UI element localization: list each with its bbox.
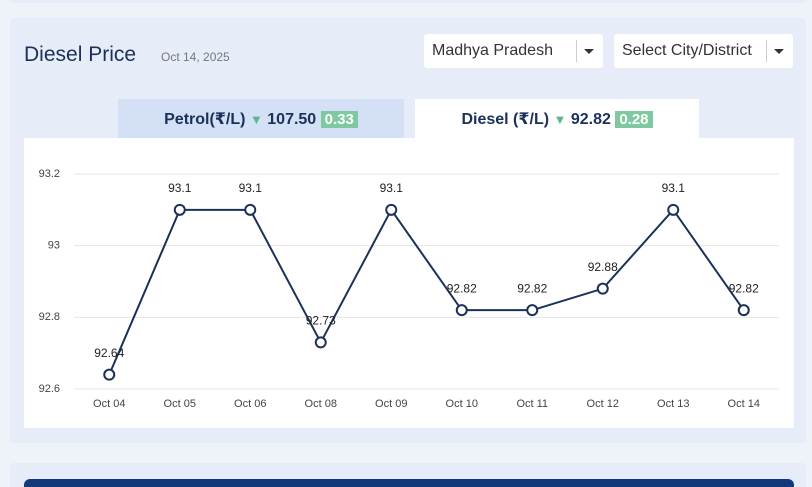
- point: [737, 304, 750, 317]
- top-card: [10, 0, 806, 3]
- page-title: Diesel Price: [24, 43, 137, 66]
- y-tick-label: 92.8: [39, 311, 60, 323]
- x-tick-label: Oct 14: [728, 398, 760, 410]
- data-label: 93.1: [380, 181, 404, 195]
- city-select-text: Select City/District: [622, 42, 752, 59]
- x-tick-label: Oct 13: [657, 398, 689, 410]
- tab-label: Diesel (₹/L): [461, 111, 550, 128]
- point: [385, 203, 398, 216]
- point: [455, 304, 468, 317]
- chart: 92.6 92.8 93 93.2 Oct 04 Oct 05 Oct 06 Oct 08 Oc…: [24, 138, 794, 428]
- caret: [584, 49, 594, 54]
- point: [173, 203, 186, 216]
- data-label: 93.1: [239, 181, 263, 195]
- y-tick-label: 93.2: [39, 168, 60, 180]
- divider: [576, 40, 577, 62]
- data-label: 92.64: [94, 346, 124, 360]
- diesel-tab[interactable]: Diesel (₹/L) ▼ 92.82 0.28: [415, 99, 699, 139]
- data-label: 92.82: [517, 281, 547, 295]
- x-tick-label: Oct 09: [375, 398, 407, 410]
- data-label: 92.73: [306, 314, 336, 328]
- tab-price: 107.50: [267, 111, 317, 128]
- x-tick-label: Oct 04: [93, 398, 125, 410]
- data-label: 92.82: [729, 281, 759, 295]
- divider: [766, 40, 767, 62]
- y-tick-label: 93: [48, 240, 60, 252]
- x-tick-label: Oct 05: [164, 398, 196, 410]
- point: [103, 368, 116, 381]
- data-label: 92.88: [588, 260, 618, 274]
- tab-change: 0.33: [320, 111, 358, 128]
- data-label: 93.1: [662, 181, 686, 195]
- point: [596, 282, 609, 295]
- date: Oct 14, 2025: [161, 50, 230, 64]
- x-tick-label: Oct 12: [587, 398, 619, 410]
- tab-change: 0.28: [615, 111, 653, 128]
- x-tick-label: Oct 06: [234, 398, 266, 410]
- y-tick-label: 92.6: [39, 383, 60, 395]
- point: [244, 203, 257, 216]
- down-icon: ▼: [553, 112, 567, 127]
- bottom-bar: [24, 479, 794, 487]
- caret: [774, 49, 784, 54]
- point: [314, 336, 327, 349]
- city-select[interactable]: Select City/District: [614, 34, 793, 68]
- tab-price: 92.82: [570, 111, 611, 128]
- state-select-text: Madhya Pradesh: [432, 42, 553, 59]
- x-tick-label: Oct 10: [446, 398, 478, 410]
- petrol-tab[interactable]: Petrol(₹/L) ▼ 107.50 0.33: [118, 99, 404, 138]
- point: [667, 203, 680, 216]
- tab-label: Petrol(₹/L): [164, 111, 246, 128]
- point: [526, 304, 539, 317]
- down-icon: ▼: [249, 112, 263, 127]
- x-tick-label: Oct 08: [305, 398, 337, 410]
- state-select[interactable]: Madhya Pradesh: [424, 34, 603, 68]
- x-tick-label: Oct 11: [516, 398, 548, 410]
- data-label: 92.82: [447, 281, 477, 295]
- data-label: 93.1: [168, 181, 192, 195]
- line: [108, 207, 745, 376]
